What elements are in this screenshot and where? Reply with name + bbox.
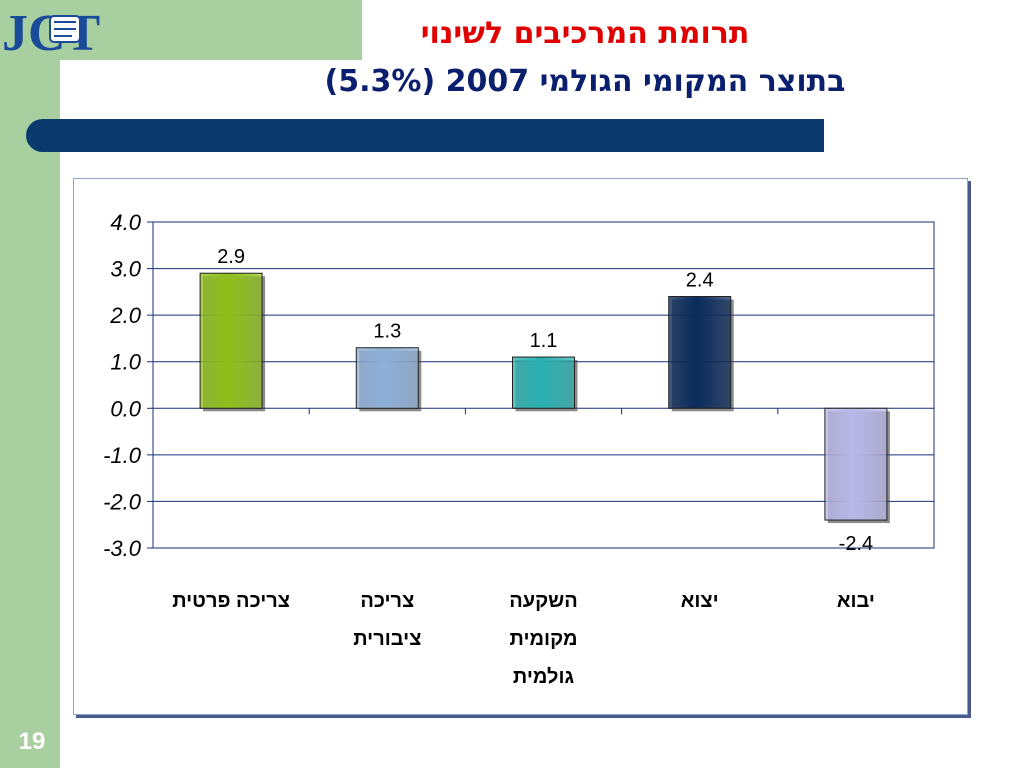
sidebar-band xyxy=(0,0,60,768)
category-label: ציבורית xyxy=(353,628,421,650)
bar xyxy=(512,356,575,409)
data-label: 1.1 xyxy=(530,330,558,352)
y-tick-label: 4.0 xyxy=(110,210,141,235)
y-tick-label: -2.0 xyxy=(103,489,142,514)
y-tick-label: -3.0 xyxy=(103,536,142,561)
title-line-1: תרומת המרכיבים לשינוי xyxy=(420,16,750,51)
title-line-2: בתוצר המקומי הגולמי 2007 (5.3%) xyxy=(324,64,846,99)
data-label: 1.3 xyxy=(373,321,401,343)
y-tick-label: -1.0 xyxy=(103,443,142,468)
corner-curve xyxy=(60,60,120,120)
bar xyxy=(824,407,888,521)
category-label: מקומית xyxy=(510,628,578,650)
y-tick-label: 3.0 xyxy=(110,257,141,282)
bar xyxy=(199,272,263,409)
category-label: יבוא xyxy=(837,590,875,612)
category-label: צריכה פרטית xyxy=(172,590,290,612)
bar xyxy=(355,347,419,409)
data-label: 2.4 xyxy=(686,270,714,292)
y-tick-label: 0.0 xyxy=(110,396,141,421)
bar xyxy=(668,296,732,409)
jct-logo: JCT xyxy=(2,2,152,62)
category-label: גולמית xyxy=(513,666,575,688)
data-label: 2.9 xyxy=(217,246,245,268)
data-label: -2.4 xyxy=(839,533,873,555)
category-label: השקעה xyxy=(509,590,578,612)
chart-canvas: 4.0 3.0 2.0 1.0 0.0 -1.0 -2.0 -3.0 2.9 1.3 1.1 2.4 -… xyxy=(103,210,935,688)
slide-title: תרומת המרכיבים לשינוי בתוצר המקומי הגולמ… xyxy=(150,12,1020,104)
title-underline-bar xyxy=(26,119,824,152)
category-label: יצוא xyxy=(681,590,719,612)
y-tick-label: 1.0 xyxy=(110,350,141,375)
category-label: צריכה xyxy=(360,590,414,612)
bar-chart: 4.0 3.0 2.0 1.0 0.0 -1.0 -2.0 -3.0 2.9 1.3 1.1 2.4 -… xyxy=(73,178,968,715)
y-tick-label: 2.0 xyxy=(109,303,141,328)
page-number: 19 xyxy=(18,728,46,755)
